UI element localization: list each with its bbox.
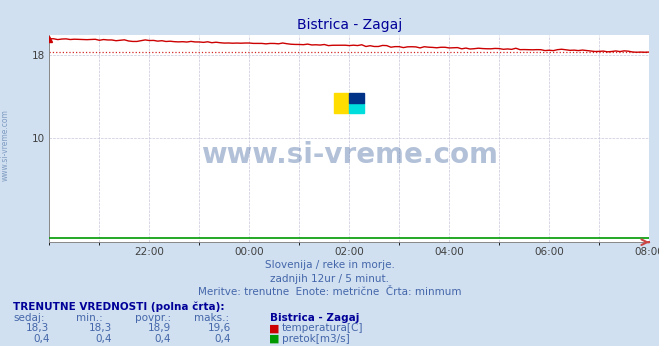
Text: 18,9: 18,9 <box>148 324 171 334</box>
Bar <box>349 93 364 103</box>
Text: temperatura[C]: temperatura[C] <box>282 324 364 334</box>
Text: www.si-vreme.com: www.si-vreme.com <box>1 109 10 181</box>
Text: 0,4: 0,4 <box>96 334 112 344</box>
Text: 0,4: 0,4 <box>214 334 231 344</box>
Text: ■: ■ <box>269 334 279 344</box>
Text: www.si-vreme.com: www.si-vreme.com <box>201 141 498 169</box>
Text: TRENUTNE VREDNOSTI (polna črta):: TRENUTNE VREDNOSTI (polna črta): <box>13 301 225 312</box>
Text: pretok[m3/s]: pretok[m3/s] <box>282 334 350 344</box>
Text: Slovenija / reke in morje.: Slovenija / reke in morje. <box>264 260 395 270</box>
Text: 18,3: 18,3 <box>26 324 49 334</box>
Text: zadnjih 12ur / 5 minut.: zadnjih 12ur / 5 minut. <box>270 274 389 284</box>
Text: Meritve: trenutne  Enote: metrične  Črta: minmum: Meritve: trenutne Enote: metrične Črta: … <box>198 287 461 297</box>
Text: sedaj:: sedaj: <box>13 313 45 323</box>
Bar <box>349 103 364 113</box>
Text: 18,3: 18,3 <box>89 324 112 334</box>
Title: Bistrica - Zagaj: Bistrica - Zagaj <box>297 18 402 32</box>
Text: maks.:: maks.: <box>194 313 229 323</box>
Text: 19,6: 19,6 <box>208 324 231 334</box>
Bar <box>334 93 349 113</box>
Text: 0,4: 0,4 <box>155 334 171 344</box>
Text: povpr.:: povpr.: <box>135 313 171 323</box>
Text: 0,4: 0,4 <box>33 334 49 344</box>
Text: Bistrica - Zagaj: Bistrica - Zagaj <box>270 313 360 323</box>
Text: min.:: min.: <box>76 313 103 323</box>
Text: ■: ■ <box>269 324 279 334</box>
